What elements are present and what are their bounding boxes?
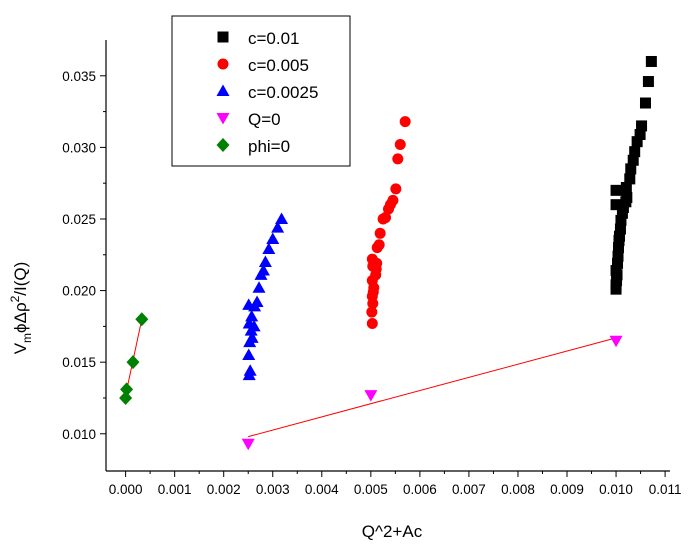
data-markers (119, 55, 657, 451)
data-point (615, 214, 627, 226)
x-tick-label: 0.001 (158, 482, 192, 497)
y-tick-label: 0.020 (62, 284, 96, 299)
data-point (241, 438, 255, 451)
y-axis-label: VmϕΔρ2/I(Q) (8, 262, 34, 355)
x-tick-label: 0.003 (256, 482, 290, 497)
data-point (126, 355, 140, 370)
legend-marker (217, 31, 229, 43)
series-c-0-0025 (242, 212, 289, 381)
data-point (387, 194, 399, 206)
legend-box (171, 15, 351, 167)
data-point (621, 192, 633, 204)
data-point (242, 317, 256, 329)
x-tick-label: 0.008 (501, 482, 535, 497)
y-tick-label: 0.030 (62, 140, 96, 155)
y-tick-label: 0.015 (62, 355, 96, 370)
data-point (642, 76, 654, 88)
data-point (613, 242, 625, 254)
data-point (610, 265, 622, 277)
data-point (366, 318, 378, 330)
data-point (373, 239, 385, 251)
series-phi-0 (119, 312, 149, 405)
data-point (243, 364, 257, 376)
data-point (374, 227, 386, 239)
data-point (271, 221, 285, 233)
legend-marker (216, 84, 230, 96)
data-point (275, 212, 289, 224)
x-tick-label: 0.002 (207, 482, 241, 497)
data-point (252, 281, 266, 293)
data-point (392, 153, 404, 165)
data-point (617, 202, 629, 214)
x-tick-label: 0.004 (305, 482, 339, 497)
data-point (262, 242, 276, 255)
data-point (629, 146, 641, 158)
data-point (364, 390, 378, 402)
x-axis-ticks: 0.000 0.001 0.002 0.003 0.004 0.005 0.006 0.007… (109, 471, 682, 497)
data-point (611, 275, 623, 287)
data-point (366, 253, 378, 265)
data-point (256, 264, 270, 276)
legend-label: c=0.0025 (248, 83, 318, 102)
data-point (609, 335, 623, 348)
series-c-0-005 (366, 116, 411, 330)
data-point (394, 139, 406, 151)
data-point (245, 331, 259, 343)
legend-label: Q=0 (248, 110, 281, 129)
data-point (614, 223, 626, 235)
x-tick-label: 0.005 (354, 482, 388, 497)
x-tick-label: 0.011 (649, 482, 682, 497)
x-tick-label: 0.007 (452, 482, 486, 497)
legend-label: phi=0 (248, 137, 290, 156)
data-point (612, 250, 624, 262)
legend: c=0.01 c=0.005 c=0.0025 Q=0 phi=0 (171, 15, 351, 167)
series-c-0-01 (610, 55, 657, 295)
y-axis-ticks: 0.010 0.015 0.020 0.025 0.030 0.035 (62, 69, 106, 442)
data-point (639, 97, 651, 109)
data-point (613, 230, 625, 242)
data-point (645, 55, 657, 67)
data-point (627, 154, 639, 166)
data-point (636, 120, 648, 132)
data-point (366, 306, 378, 318)
legend-marker (217, 58, 229, 70)
x-tick-label: 0.009 (550, 482, 584, 497)
data-point (620, 181, 632, 193)
legend-marker (216, 138, 230, 152)
legend-label: c=0.01 (248, 29, 300, 48)
data-point (266, 232, 280, 245)
y-tick-label: 0.010 (62, 427, 96, 442)
data-point (610, 184, 622, 196)
data-point (245, 309, 259, 322)
x-axis-label: Q^2+Ac (362, 522, 423, 541)
legend-label: c=0.005 (248, 56, 309, 75)
data-point (242, 348, 256, 361)
x-tick-label: 0.006 (403, 482, 437, 497)
x-tick-label: 0.000 (109, 482, 143, 497)
data-point (250, 295, 264, 308)
data-point (258, 255, 272, 267)
data-point (610, 199, 622, 211)
data-point (625, 163, 637, 175)
data-point (399, 116, 411, 128)
data-point (631, 136, 643, 148)
data-point (380, 212, 392, 224)
data-point (390, 183, 402, 195)
y-tick-label: 0.035 (62, 69, 96, 84)
data-point (624, 173, 636, 185)
y-tick-label: 0.025 (62, 212, 96, 227)
data-point (612, 257, 624, 269)
data-point (616, 207, 628, 219)
fit-lines (125, 319, 617, 438)
data-point (135, 312, 149, 327)
fit-line (248, 337, 617, 438)
x-tick-label: 0.010 (599, 482, 633, 497)
series-q-0 (241, 335, 623, 451)
legend-marker (216, 113, 230, 125)
data-point (120, 382, 134, 397)
data-point (119, 390, 133, 405)
data-point (634, 129, 646, 141)
